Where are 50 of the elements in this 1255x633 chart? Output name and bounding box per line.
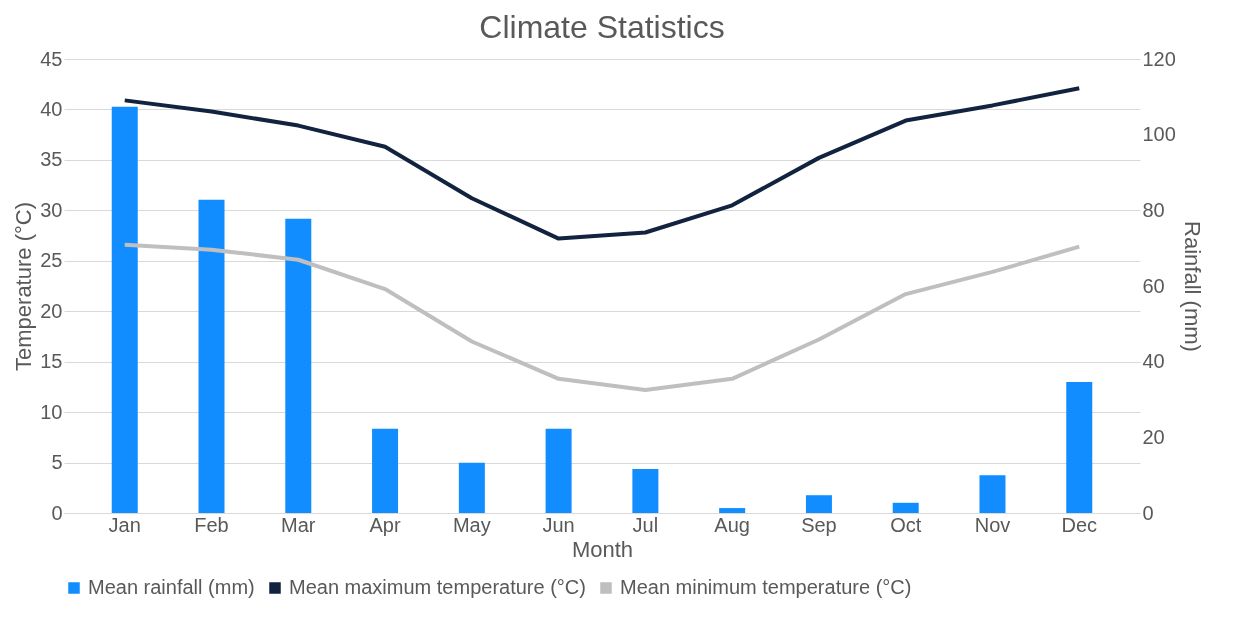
- bar: [805, 495, 832, 513]
- y-tick-label: 15: [40, 350, 63, 373]
- y-axis-title: Temperature (°C): [11, 202, 37, 371]
- legend-label: Mean minimum temperature (°C): [620, 576, 912, 598]
- x-tick-label: Jul: [632, 513, 659, 536]
- line-series: [122, 242, 1082, 392]
- y2-tick-label: 100: [1142, 123, 1176, 146]
- bar: [111, 106, 138, 513]
- y2-tick-label: 60: [1142, 274, 1165, 297]
- bar: [285, 218, 312, 513]
- y2-tick-label: 80: [1142, 198, 1165, 221]
- line-series: [122, 86, 1082, 241]
- x-tick-label: Jun: [542, 513, 575, 536]
- y2-tick-label: 0: [1142, 501, 1154, 524]
- y-tick-label: 35: [40, 148, 63, 171]
- x-tick-label: Aug: [714, 513, 750, 536]
- y2-axis-title: Rainfall (mm): [1179, 221, 1205, 352]
- x-tick-label: Oct: [890, 513, 922, 536]
- legend-label: Mean maximum temperature (°C): [289, 576, 586, 598]
- bar: [1066, 382, 1093, 513]
- y2-tick-label: 40: [1142, 350, 1165, 373]
- x-tick-label: Apr: [369, 513, 401, 536]
- y2-tick-label: 120: [1142, 47, 1176, 70]
- x-tick-label: Jan: [108, 513, 141, 536]
- x-tick-label: Dec: [1061, 513, 1098, 536]
- bar: [632, 469, 659, 513]
- bar: [198, 199, 225, 513]
- y2-tick-label: 20: [1142, 425, 1165, 448]
- y-tick-label: 20: [40, 299, 63, 322]
- legend-label: Mean rainfall (mm): [88, 576, 255, 598]
- y-tick-label: 45: [40, 47, 63, 70]
- y-tick-label: 30: [40, 198, 63, 221]
- y-tick-label: 40: [40, 97, 63, 120]
- x-tick-label: Nov: [974, 513, 1011, 536]
- x-axis-title: Month: [571, 536, 634, 562]
- y-tick-label: 0: [51, 501, 63, 524]
- x-tick-label: Sep: [801, 513, 837, 536]
- chart-title: Climate Statistics: [479, 9, 725, 45]
- x-tick-label: May: [452, 513, 491, 536]
- x-tick-label: Mar: [281, 513, 316, 536]
- bar: [892, 502, 919, 513]
- y-tick-label: 25: [40, 249, 63, 272]
- y-tick-label: 10: [40, 400, 63, 423]
- y-tick-label: 5: [51, 451, 63, 474]
- bar: [979, 475, 1006, 513]
- bar: [545, 428, 572, 513]
- x-tick-label: Feb: [194, 513, 229, 536]
- bar: [458, 462, 485, 513]
- bar: [372, 428, 399, 513]
- bar: [719, 508, 746, 513]
